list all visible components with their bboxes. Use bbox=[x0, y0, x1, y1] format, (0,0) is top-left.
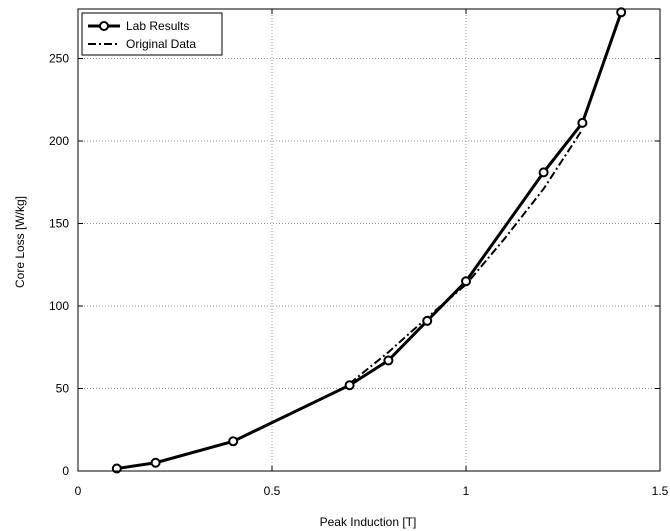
data-point-lab-results bbox=[344, 380, 355, 391]
data-point-lab-results bbox=[383, 355, 394, 366]
grid-layer bbox=[78, 9, 660, 471]
data-point-lab-results bbox=[577, 117, 588, 128]
x-tick-label: 1 bbox=[463, 484, 470, 498]
series-layer bbox=[111, 7, 627, 474]
series-line-lab-results bbox=[116, 11, 623, 471]
x-tick-label: 0.5 bbox=[264, 484, 281, 498]
legend-box bbox=[81, 12, 223, 56]
series-line-original-data bbox=[348, 128, 584, 385]
legend-label-original-data: Original Data bbox=[126, 37, 196, 51]
legend-marker-lab-results bbox=[99, 21, 109, 31]
data-point-lab-results bbox=[461, 276, 471, 287]
data-point-lab-results bbox=[422, 315, 433, 326]
y-axis-title: Core Loss [W/kg] bbox=[13, 196, 27, 288]
y-tick-label: 150 bbox=[49, 217, 69, 231]
data-point-lab-results bbox=[150, 457, 161, 468]
data-point-lab-results bbox=[616, 7, 627, 18]
x-tick-label: 0 bbox=[75, 484, 82, 498]
x-tick-label: 1.5 bbox=[652, 484, 669, 498]
y-tick-label: 200 bbox=[49, 134, 69, 148]
legend: Lab Results Original Data bbox=[81, 12, 223, 56]
data-point-lab-results bbox=[538, 167, 549, 178]
x-axis-title: Peak Induction [T] bbox=[320, 515, 417, 529]
legend-label-lab-results: Lab Results bbox=[126, 19, 189, 33]
y-tick-label: 50 bbox=[56, 382, 70, 396]
data-point-lab-results bbox=[228, 436, 239, 447]
y-tick-label: 0 bbox=[62, 464, 69, 478]
plot-frame bbox=[77, 8, 661, 472]
y-tick-label: 100 bbox=[49, 299, 69, 313]
y-tick-label: 250 bbox=[49, 52, 69, 66]
ticks-layer: 0 0.5 1 1.5 0 50 100 150 200 250 bbox=[49, 9, 669, 498]
